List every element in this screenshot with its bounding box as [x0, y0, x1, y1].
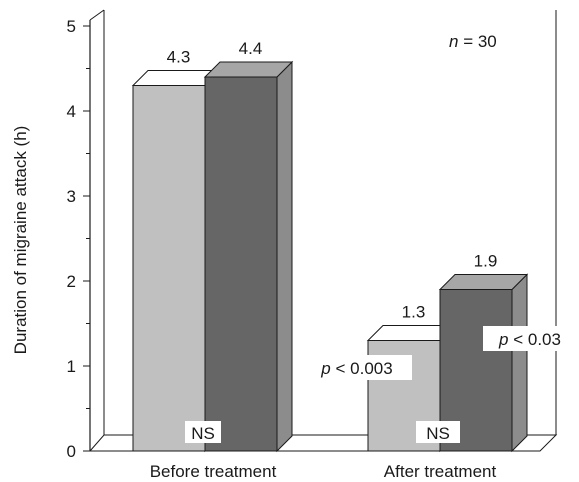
- ns-after-annotation: NS: [426, 424, 450, 443]
- bar-front: [132, 85, 206, 452]
- p-dark-value: < 0.03: [509, 330, 561, 349]
- bar-front: [204, 76, 278, 452]
- p-value-light-annotation: p < 0.003: [320, 359, 392, 378]
- p-value-dark-annotation: p < 0.03: [498, 330, 561, 349]
- value-labels: 4.3 4.4 1.3 1.9: [167, 39, 498, 322]
- category-label-before: Before treatment: [150, 462, 277, 481]
- y-tick-label: 5: [67, 17, 76, 36]
- p-light-symbol: p: [320, 359, 330, 378]
- sample-size-annotation: n = 30: [449, 32, 497, 51]
- bar-top: [438, 274, 529, 290]
- bar-side: [276, 60, 293, 453]
- y-tick-label: 3: [67, 187, 76, 206]
- p-dark-symbol: p: [498, 330, 508, 349]
- p-dark-box: [483, 326, 577, 351]
- value-label: 4.3: [167, 48, 191, 67]
- y-tick-label: 2: [67, 272, 76, 291]
- y-axis: 0 1 2 3 4 5: [67, 17, 90, 461]
- y-tick-label: 4: [67, 102, 76, 121]
- bar-side: [511, 273, 528, 453]
- ns-after-box: [416, 421, 460, 443]
- bar-dark-after: [438, 273, 529, 453]
- value-label: 1.9: [474, 252, 498, 271]
- y-tick-label: 0: [67, 442, 76, 461]
- p-light-value: < 0.003: [331, 359, 393, 378]
- y-tick-label: 1: [67, 357, 76, 376]
- bar-top: [203, 61, 294, 78]
- category-label-after: After treatment: [384, 462, 497, 481]
- p-light-box: [302, 355, 412, 380]
- bar-dark-before: [203, 60, 294, 453]
- x-axis: Before treatment After treatment: [150, 462, 497, 481]
- value-label: 1.3: [402, 303, 426, 322]
- y-axis-title: Duration of migraine attack (h): [11, 126, 30, 355]
- value-label: 4.4: [239, 39, 263, 58]
- top-edge: [89, 9, 105, 21]
- sample-size-value: = 30: [458, 32, 496, 51]
- ns-before-annotation: NS: [191, 424, 215, 443]
- bars: [131, 60, 529, 453]
- ns-before-box: [185, 421, 221, 443]
- sample-size-symbol: n: [449, 32, 458, 51]
